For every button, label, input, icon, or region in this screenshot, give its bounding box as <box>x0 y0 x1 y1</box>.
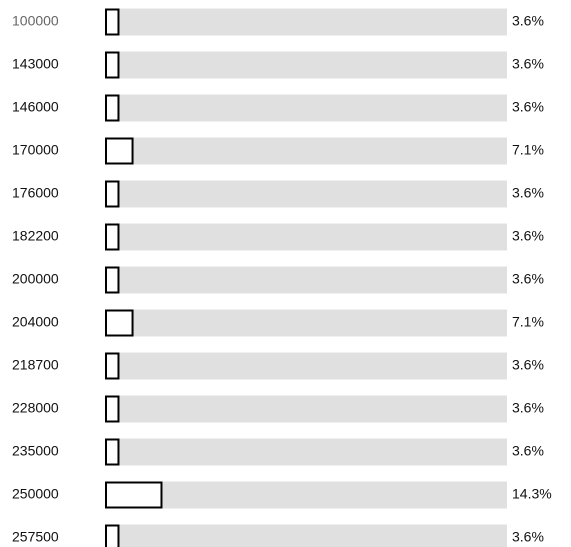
bar[interactable] <box>105 438 120 466</box>
row-label[interactable]: 257500 <box>12 529 59 545</box>
bar[interactable] <box>105 481 163 509</box>
value-label: 7.1% <box>512 314 544 330</box>
bar[interactable] <box>105 395 120 423</box>
row-label[interactable]: 235000 <box>12 443 59 459</box>
bar-track <box>105 51 507 79</box>
value-label: 3.6% <box>512 271 544 287</box>
bar-track <box>105 94 507 122</box>
row-label[interactable]: 146000 <box>12 99 59 115</box>
value-label: 14.3% <box>512 486 552 502</box>
row-label[interactable]: 218700 <box>12 357 59 373</box>
bar-track <box>105 438 507 466</box>
bar-track <box>105 309 507 337</box>
bar-track <box>105 524 507 547</box>
value-label: 3.6% <box>512 56 544 72</box>
bar[interactable] <box>105 51 120 79</box>
value-label: 7.1% <box>512 142 544 158</box>
bar[interactable] <box>105 309 134 337</box>
row-label[interactable]: 228000 <box>12 400 59 416</box>
value-label: 3.6% <box>512 13 544 29</box>
row-label[interactable]: 143000 <box>12 56 59 72</box>
value-label: 3.6% <box>512 400 544 416</box>
row-label[interactable]: 176000 <box>12 185 59 201</box>
bar[interactable] <box>105 524 120 547</box>
bar-track <box>105 266 507 294</box>
row-label[interactable]: 182200 <box>12 228 59 244</box>
value-label: 3.6% <box>512 529 544 545</box>
row-label[interactable]: 200000 <box>12 271 59 287</box>
bar[interactable] <box>105 137 134 165</box>
bar[interactable] <box>105 266 120 294</box>
value-label: 3.6% <box>512 443 544 459</box>
value-label: 3.6% <box>512 185 544 201</box>
bar-track <box>105 223 507 251</box>
bar[interactable] <box>105 8 120 36</box>
row-label[interactable]: 100000 <box>12 13 59 29</box>
bar[interactable] <box>105 352 120 380</box>
row-label[interactable]: 170000 <box>12 142 59 158</box>
bar-track <box>105 8 507 36</box>
bar-track <box>105 352 507 380</box>
row-label[interactable]: 204000 <box>12 314 59 330</box>
value-label: 3.6% <box>512 99 544 115</box>
bar[interactable] <box>105 180 120 208</box>
value-label: 3.6% <box>512 357 544 373</box>
bar-track <box>105 481 507 509</box>
row-label[interactable]: 250000 <box>12 486 59 502</box>
bar[interactable] <box>105 94 120 122</box>
bar[interactable] <box>105 223 120 251</box>
bar-track <box>105 137 507 165</box>
bar-track <box>105 395 507 423</box>
bar-track <box>105 180 507 208</box>
value-label: 3.6% <box>512 228 544 244</box>
